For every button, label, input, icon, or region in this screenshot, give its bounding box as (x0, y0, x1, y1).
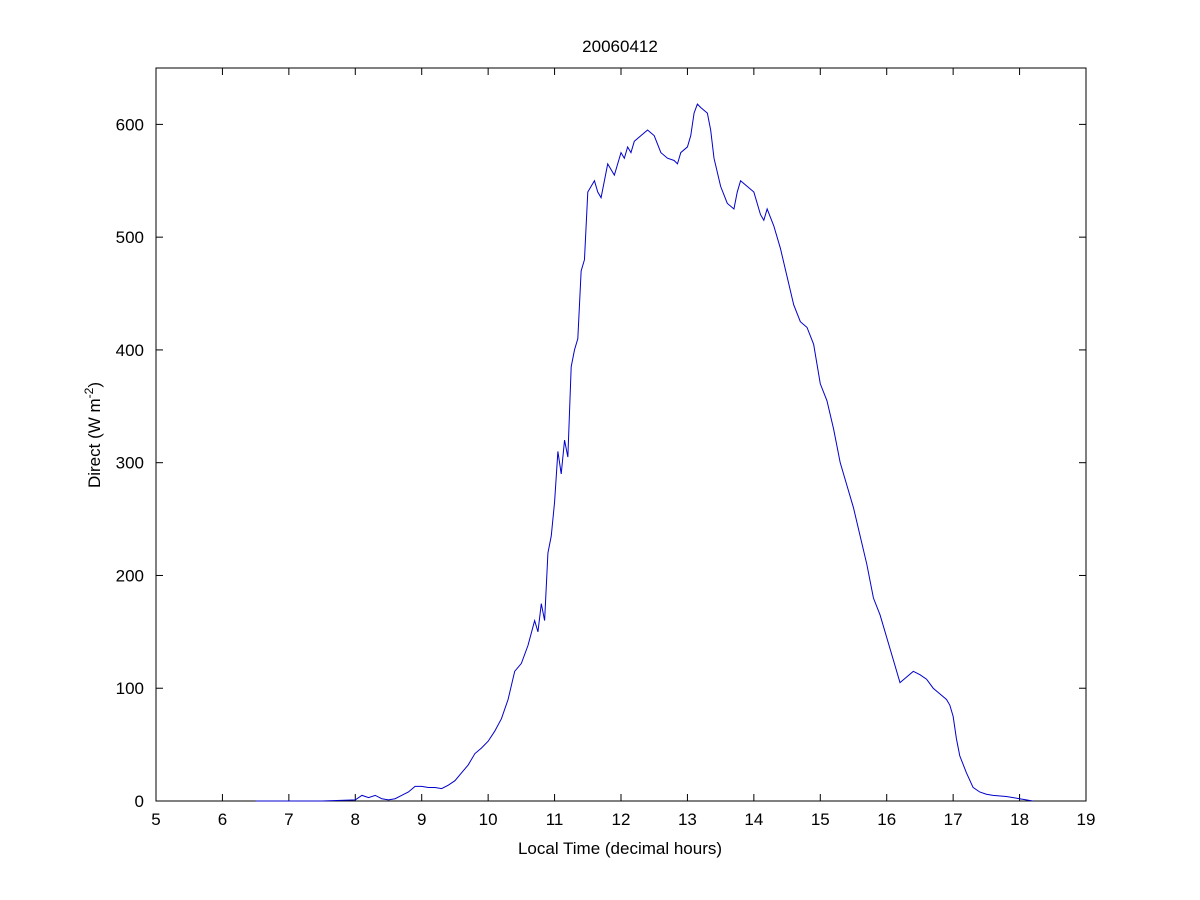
x-tick-label: 7 (284, 810, 293, 829)
series-line (255, 103, 1033, 802)
y-tick-label: 400 (116, 341, 144, 360)
y-axis-label-main: Direct (W m (85, 398, 104, 488)
x-tick-label: 19 (1077, 810, 1096, 829)
x-tick-label: 8 (351, 810, 360, 829)
y-axis-label-close: ) (85, 382, 104, 388)
x-tick-label: 10 (479, 810, 498, 829)
y-tick-label: 600 (116, 115, 144, 134)
y-axis-label: Direct (W m-2) (82, 382, 104, 488)
x-tick-label: 15 (811, 810, 830, 829)
x-tick-label: 9 (417, 810, 426, 829)
x-tick-label: 12 (612, 810, 631, 829)
y-tick-label: 0 (135, 792, 144, 811)
x-tick-label: 17 (944, 810, 963, 829)
y-tick-label: 500 (116, 228, 144, 247)
x-axis-label: Local Time (decimal hours) (518, 839, 722, 858)
y-tick-label: 200 (116, 566, 144, 585)
x-tick-label: 18 (1010, 810, 1029, 829)
chart-title: 20060412 (582, 37, 658, 56)
tick-marks (155, 68, 1087, 802)
x-tick-label: 5 (151, 810, 160, 829)
y-tick-labels: 0 100 200 300 400 500 600 (116, 115, 144, 811)
y-tick-label: 300 (116, 454, 144, 473)
x-tick-label: 6 (218, 810, 227, 829)
y-axis-label-superscript: -2 (82, 387, 96, 398)
x-tick-label: 13 (678, 810, 697, 829)
x-tick-label: 14 (744, 810, 763, 829)
x-tick-labels: 5 6 7 8 9 10 11 12 13 14 15 16 17 18 19 (151, 810, 1095, 829)
y-tick-label: 100 (116, 679, 144, 698)
x-tick-label: 16 (877, 810, 896, 829)
x-tick-label: 11 (546, 810, 564, 829)
